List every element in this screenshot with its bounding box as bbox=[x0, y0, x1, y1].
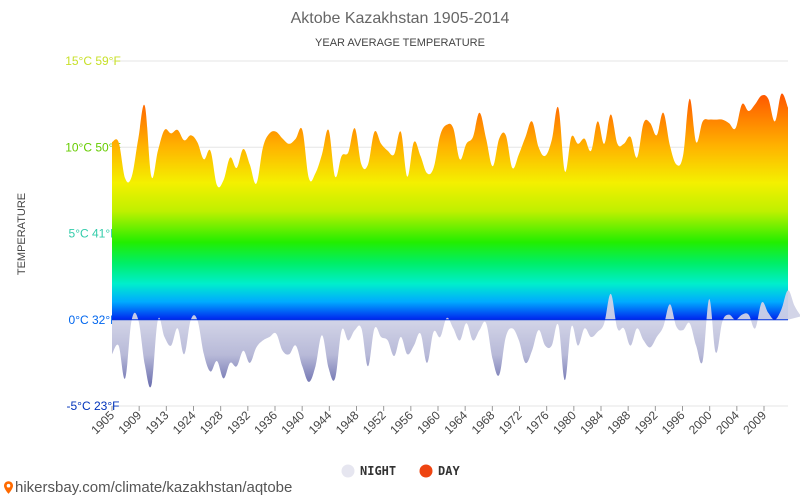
plot-area bbox=[112, 93, 800, 388]
x-tick-label: 1956 bbox=[387, 408, 416, 437]
watermark-text: hikersbay.com/climate/kazakhstan/aqtobe bbox=[15, 479, 293, 496]
x-tick-label: 1960 bbox=[414, 408, 443, 437]
x-tick-label: 1988 bbox=[605, 408, 634, 437]
x-tick-label: 1944 bbox=[306, 408, 335, 437]
x-axis-ticks: 1905190919131924192819321936194019441948… bbox=[88, 406, 769, 437]
x-tick-label: 1952 bbox=[360, 408, 389, 437]
chart-subtitle: YEAR AVERAGE TEMPERATURE bbox=[315, 37, 485, 49]
legend: NIGHT DAY bbox=[341, 464, 461, 478]
x-tick-label: 1909 bbox=[116, 408, 145, 437]
watermark[interactable]: hikersbay.com/climate/kazakhstan/aqtobe bbox=[4, 479, 292, 496]
legend-item-day[interactable]: DAY bbox=[419, 464, 461, 478]
x-tick-label: 1932 bbox=[224, 408, 253, 437]
x-tick-label: 1976 bbox=[523, 408, 552, 437]
x-tick-label: 2004 bbox=[713, 408, 742, 437]
x-tick-label: 1924 bbox=[170, 408, 199, 437]
x-tick-label: 1992 bbox=[632, 408, 661, 437]
x-tick-label: 2009 bbox=[740, 408, 769, 437]
y-tick-label: 5°C 41°F bbox=[69, 227, 118, 241]
x-tick-label: 1984 bbox=[577, 408, 606, 437]
y-tick-label: 10°C 50°F bbox=[65, 140, 121, 154]
chart-title: Aktobe Kazakhstan 1905-2014 bbox=[291, 10, 510, 27]
x-tick-label: 1968 bbox=[469, 408, 498, 437]
x-tick-label: 1948 bbox=[333, 408, 362, 437]
y-axis-ticks: 15°C 59°F 10°C 50°F 5°C 41°F 0°C 32°F -5°C 2… bbox=[65, 54, 121, 413]
legend-day-label: DAY bbox=[438, 464, 460, 478]
y-tick-label: 0°C 32°F bbox=[69, 313, 118, 327]
x-tick-label: 1940 bbox=[279, 408, 308, 437]
legend-day-swatch bbox=[419, 464, 433, 478]
legend-night-label: NIGHT bbox=[360, 464, 396, 478]
legend-night-swatch bbox=[341, 464, 355, 478]
x-tick-label: 1936 bbox=[251, 408, 280, 437]
x-tick-label: 1972 bbox=[496, 408, 525, 437]
x-tick-label: 1980 bbox=[550, 408, 579, 437]
x-tick-label: 1996 bbox=[659, 408, 688, 437]
x-tick-label: 2000 bbox=[686, 408, 715, 437]
y-tick-label: -5°C 23°F bbox=[67, 399, 120, 413]
day-temperature-area bbox=[112, 93, 788, 320]
y-axis-label: TEMPERATURE bbox=[16, 193, 28, 275]
x-tick-label: 1964 bbox=[442, 408, 471, 437]
map-pin-icon bbox=[4, 481, 13, 494]
y-tick-label: 15°C 59°F bbox=[65, 54, 121, 68]
night-temperature-area bbox=[112, 290, 800, 388]
legend-item-night[interactable]: NIGHT bbox=[341, 464, 397, 478]
x-tick-label: 1928 bbox=[197, 408, 226, 437]
x-tick-label: 1913 bbox=[143, 408, 172, 437]
